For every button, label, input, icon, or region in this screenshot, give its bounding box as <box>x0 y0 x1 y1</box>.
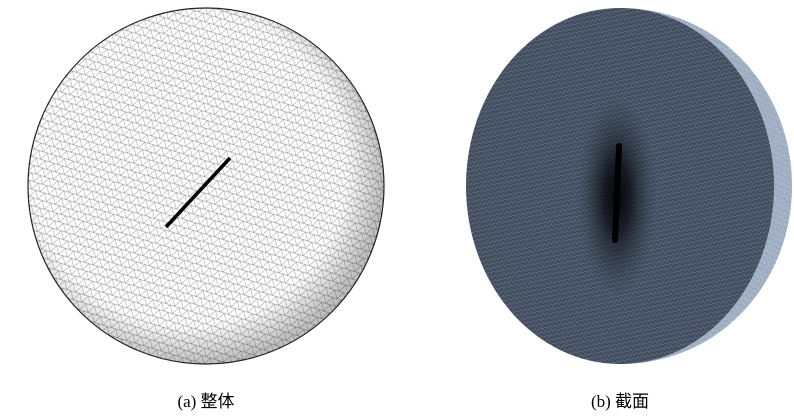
panel-b-image <box>466 8 792 364</box>
panel-a-image <box>28 8 384 364</box>
caption: (b) 截面 <box>591 392 649 411</box>
figure: (a) 整体 (b) 截面 <box>0 0 794 419</box>
caption: (a) 整体 <box>177 392 234 411</box>
